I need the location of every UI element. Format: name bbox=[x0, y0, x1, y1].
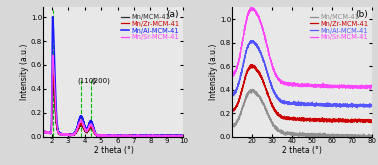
Mn/Zr-MCM-41 bbox=[370, 120, 375, 122]
Line: Mn/Sr-MCM-41: Mn/Sr-MCM-41 bbox=[43, 55, 183, 137]
Mn/Zr-MCM-41 bbox=[237, 98, 242, 100]
Mn/Sr-MCM-41 bbox=[237, 56, 242, 58]
Mn/MCM-41 bbox=[366, 137, 371, 139]
Mn/Zr-MCM-41 bbox=[181, 135, 186, 137]
Line: Mn/MCM-41: Mn/MCM-41 bbox=[232, 89, 372, 138]
Mn/Al-MCM-41 bbox=[95, 134, 99, 136]
Y-axis label: Intensity (a.u.): Intensity (a.u.) bbox=[209, 44, 218, 100]
Mn/Al-MCM-41 bbox=[65, 134, 70, 136]
Mn/Sr-MCM-41 bbox=[230, 73, 235, 75]
Mn/MCM-41 bbox=[163, 135, 168, 137]
Line: Mn/Zr-MCM-41: Mn/Zr-MCM-41 bbox=[232, 64, 372, 123]
Text: (a): (a) bbox=[167, 10, 179, 19]
Legend: Mn/MCM-41, Mn/Zr-MCM-41, Mn/Al-MCM-41, Mn/Sr-MCM-41: Mn/MCM-41, Mn/Zr-MCM-41, Mn/Al-MCM-41, M… bbox=[121, 13, 180, 41]
Mn/Sr-MCM-41 bbox=[163, 135, 168, 137]
Mn/Al-MCM-41 bbox=[50, 16, 55, 18]
Mn/Zr-MCM-41 bbox=[41, 131, 46, 133]
Mn/MCM-41 bbox=[294, 134, 299, 136]
Mn/MCM-41 bbox=[340, 135, 345, 137]
Mn/Al-MCM-41 bbox=[340, 104, 345, 106]
Text: (200): (200) bbox=[91, 78, 110, 84]
Mn/Zr-MCM-41 bbox=[298, 119, 303, 121]
Mn/MCM-41 bbox=[251, 88, 255, 90]
Mn/Al-MCM-41 bbox=[170, 136, 175, 138]
Mn/Zr-MCM-41 bbox=[95, 135, 99, 137]
Mn/Al-MCM-41 bbox=[298, 102, 303, 104]
Mn/Zr-MCM-41 bbox=[294, 118, 299, 120]
Mn/Zr-MCM-41 bbox=[366, 120, 370, 122]
Text: (100): (100) bbox=[335, 11, 353, 18]
Mn/MCM-41 bbox=[366, 136, 370, 138]
Mn/Zr-MCM-41 bbox=[178, 134, 183, 136]
Mn/MCM-41 bbox=[230, 126, 235, 128]
Y-axis label: Intensity (a.u.): Intensity (a.u.) bbox=[20, 44, 29, 100]
Legend: Mn/MCM-41, Mn/Zr-MCM-41, Mn/Al-MCM-41, Mn/Sr-MCM-41: Mn/MCM-41, Mn/Zr-MCM-41, Mn/Al-MCM-41, M… bbox=[310, 13, 369, 41]
Mn/Sr-MCM-41 bbox=[340, 86, 345, 88]
Line: Mn/MCM-41: Mn/MCM-41 bbox=[43, 85, 183, 137]
Mn/Al-MCM-41 bbox=[366, 105, 370, 107]
Mn/Al-MCM-41 bbox=[57, 133, 62, 135]
Mn/Sr-MCM-41 bbox=[101, 135, 105, 137]
Mn/Al-MCM-41 bbox=[366, 105, 371, 107]
Mn/MCM-41 bbox=[118, 136, 122, 138]
Mn/Zr-MCM-41 bbox=[249, 63, 254, 65]
Line: Mn/Zr-MCM-41: Mn/Zr-MCM-41 bbox=[43, 73, 183, 137]
Mn/MCM-41 bbox=[370, 135, 375, 137]
Mn/Zr-MCM-41 bbox=[57, 133, 62, 135]
Mn/MCM-41 bbox=[298, 133, 303, 135]
Mn/MCM-41 bbox=[50, 84, 55, 86]
Mn/MCM-41 bbox=[41, 131, 46, 133]
Mn/Sr-MCM-41 bbox=[366, 86, 370, 88]
Mn/MCM-41 bbox=[57, 133, 62, 135]
Mn/Sr-MCM-41 bbox=[57, 132, 62, 134]
Mn/Sr-MCM-41 bbox=[294, 84, 299, 86]
Mn/Zr-MCM-41 bbox=[154, 136, 159, 138]
Mn/Sr-MCM-41 bbox=[298, 84, 303, 86]
Mn/Sr-MCM-41 bbox=[50, 54, 55, 56]
Mn/Al-MCM-41 bbox=[181, 135, 186, 137]
Mn/MCM-41 bbox=[65, 134, 70, 136]
Mn/Al-MCM-41 bbox=[237, 81, 242, 82]
Mn/MCM-41 bbox=[95, 133, 99, 135]
Mn/MCM-41 bbox=[237, 116, 242, 118]
Mn/Zr-MCM-41 bbox=[370, 122, 374, 124]
Mn/Al-MCM-41 bbox=[250, 40, 255, 42]
Mn/Sr-MCM-41 bbox=[95, 134, 99, 136]
Mn/Sr-MCM-41 bbox=[181, 135, 186, 137]
Mn/Sr-MCM-41 bbox=[366, 86, 370, 88]
X-axis label: 2 theta (°): 2 theta (°) bbox=[93, 146, 133, 155]
Mn/Al-MCM-41 bbox=[41, 131, 46, 133]
Mn/Zr-MCM-41 bbox=[230, 109, 235, 111]
Mn/MCM-41 bbox=[181, 136, 186, 138]
Mn/Al-MCM-41 bbox=[230, 94, 235, 96]
Mn/Zr-MCM-41 bbox=[101, 135, 105, 137]
Mn/Sr-MCM-41 bbox=[178, 135, 183, 137]
Mn/Sr-MCM-41 bbox=[370, 86, 375, 88]
Mn/Zr-MCM-41 bbox=[340, 119, 345, 121]
Mn/Al-MCM-41 bbox=[294, 102, 299, 104]
Mn/Al-MCM-41 bbox=[163, 135, 168, 137]
Mn/Sr-MCM-41 bbox=[41, 130, 46, 132]
Mn/Sr-MCM-41 bbox=[151, 136, 156, 138]
Mn/Al-MCM-41 bbox=[101, 135, 105, 137]
X-axis label: 2 theta (°): 2 theta (°) bbox=[282, 146, 322, 155]
Mn/Al-MCM-41 bbox=[355, 107, 359, 109]
Mn/MCM-41 bbox=[366, 135, 370, 137]
Mn/Sr-MCM-41 bbox=[249, 7, 253, 9]
Mn/Zr-MCM-41 bbox=[163, 135, 168, 137]
Mn/MCM-41 bbox=[178, 135, 183, 137]
Mn/Zr-MCM-41 bbox=[366, 120, 370, 122]
Mn/Zr-MCM-41 bbox=[50, 72, 55, 74]
Line: Mn/Al-MCM-41: Mn/Al-MCM-41 bbox=[43, 17, 183, 137]
Text: (b): (b) bbox=[355, 10, 368, 19]
Mn/Al-MCM-41 bbox=[178, 135, 183, 137]
Text: (110): (110) bbox=[77, 78, 96, 84]
Line: Mn/Sr-MCM-41: Mn/Sr-MCM-41 bbox=[232, 8, 372, 89]
Mn/MCM-41 bbox=[101, 135, 105, 137]
Mn/Zr-MCM-41 bbox=[65, 134, 70, 136]
Mn/Sr-MCM-41 bbox=[368, 88, 372, 90]
Mn/Sr-MCM-41 bbox=[65, 134, 70, 136]
Line: Mn/Al-MCM-41: Mn/Al-MCM-41 bbox=[232, 41, 372, 108]
Mn/Al-MCM-41 bbox=[370, 105, 375, 107]
